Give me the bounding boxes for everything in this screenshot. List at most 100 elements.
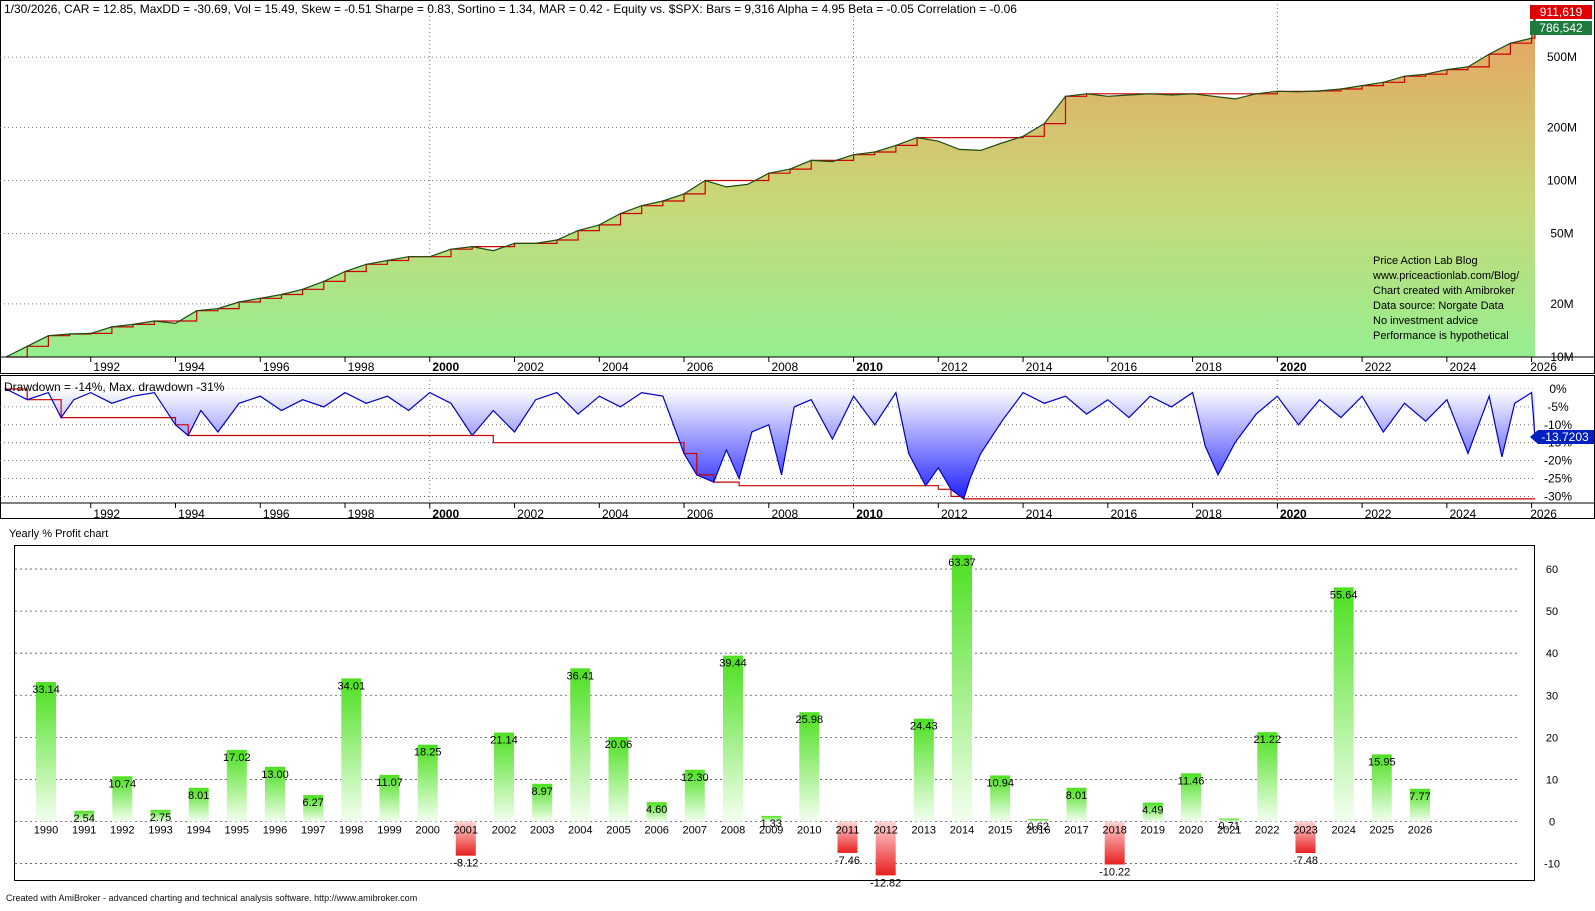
watermark-line: Performance is hypothetical — [1373, 330, 1509, 342]
equity-area — [6, 12, 1535, 357]
yearly-profit-category-label: 2023 — [1293, 825, 1317, 837]
yearly-profit-value-label: 18.25 — [414, 747, 442, 759]
drawdown-x-tick-label: 2026 — [1530, 507, 1557, 521]
yearly-profit-value-label: 20.06 — [605, 739, 633, 751]
yearly-profit-panel: Yearly % Profit chart 199033.1419912.541… — [9, 528, 1560, 890]
watermark-line: Price Action Lab Blog — [1373, 255, 1478, 267]
drawdown-area — [6, 389, 1535, 499]
yearly-profit-y-tick-label: 20 — [1546, 732, 1558, 744]
yearly-profit-y-tick-label: 10 — [1546, 774, 1558, 786]
yearly-profit-value-label: 55.64 — [1330, 589, 1358, 601]
yearly-profit-value-label: 8.01 — [188, 790, 209, 802]
drawdown-x-tick-label: 2008 — [771, 507, 798, 521]
yearly-profit-category-label: 1996 — [263, 825, 287, 837]
yearly-profit-category-label: 2008 — [721, 825, 745, 837]
yearly-profit-bar — [1181, 773, 1201, 822]
price-label-second-text: 786,542 — [1539, 21, 1583, 35]
yearly-profit-bar — [1333, 587, 1354, 822]
drawdown-x-tick-label: 1992 — [93, 507, 120, 521]
yearly-profit-category-label: 2017 — [1064, 825, 1088, 837]
watermark-line: No investment advice — [1373, 315, 1478, 327]
yearly-profit-value-label: 4.49 — [1142, 805, 1163, 817]
yearly-profit-bar — [723, 655, 743, 822]
equity-x-tick-label: 1998 — [348, 360, 375, 374]
yearly-profit-value-label: 63.37 — [948, 557, 976, 569]
yearly-profit-value-label: 2.75 — [150, 812, 171, 824]
equity-x-tick-label: 2026 — [1530, 360, 1557, 374]
yearly-profit-y-tick-label: -10 — [1544, 859, 1560, 871]
price-label-top: 911,619 — [1530, 5, 1592, 19]
yearly-profit-bar — [684, 769, 705, 822]
drawdown-y-tick-label: -20% — [1544, 454, 1572, 468]
yearly-profit-value-label: 33.14 — [32, 684, 60, 696]
yearly-profit-category-label: 2009 — [759, 825, 783, 837]
yearly-profit-y-axis: 60 50 40 30 20 10 0 -10 — [1544, 564, 1560, 871]
yearly-profit-bar — [303, 795, 324, 822]
drawdown-x-tick-label: 2004 — [602, 507, 629, 521]
equity-panel: 1/30/2026, CAR = 12.85, MaxDD = -30.69, … — [0, 0, 1595, 374]
drawdown-x-tick-label: 2010 — [856, 507, 883, 521]
yearly-profit-category-label: 2003 — [530, 825, 554, 837]
yearly-profit-category-label: 1991 — [72, 825, 96, 837]
equity-x-tick-label: 2014 — [1026, 360, 1053, 374]
yearly-profit-value-label: 15.95 — [1368, 756, 1396, 768]
yearly-profit-bar — [1142, 802, 1163, 822]
yearly-profit-value-label: 36.41 — [567, 670, 595, 682]
yearly-profit-y-tick-label: 0 — [1549, 817, 1555, 829]
drawdown-y-tick-label: -5% — [1547, 400, 1569, 414]
yearly-profit-category-label: 2016 — [1026, 825, 1050, 837]
drawdown-x-tick-label: 2018 — [1195, 507, 1222, 521]
yearly-profit-bar — [455, 821, 476, 856]
watermark-line: Data source: Norgate Data — [1373, 300, 1505, 312]
yearly-profit-category-label: 2013 — [912, 825, 936, 837]
equity-plot — [5, 12, 1536, 358]
yearly-profit-value-label: 13.00 — [261, 769, 289, 781]
yearly-profit-category-label: 2014 — [950, 825, 974, 837]
drawdown-x-tick-label: 1994 — [178, 507, 205, 521]
drawdown-x-tick-label: 2002 — [517, 507, 544, 521]
equity-x-tick-label: 2020 — [1280, 360, 1307, 374]
equity-x-tick-label: 2004 — [602, 360, 629, 374]
drawdown-current-label-text: -13.7203 — [1541, 430, 1589, 444]
yearly-profit-category-label: 1993 — [148, 825, 172, 837]
yearly-profit-bar — [74, 810, 95, 822]
yearly-profit-value-label: -7.46 — [835, 855, 860, 867]
yearly-profit-category-label: 2012 — [873, 825, 897, 837]
yearly-profit-category-label: 2020 — [1179, 825, 1203, 837]
yearly-profit-value-label: 8.97 — [531, 786, 552, 798]
drawdown-x-tick-label: 2022 — [1365, 507, 1392, 521]
equity-line — [5, 12, 1536, 358]
yearly-profit-bar — [1295, 821, 1316, 853]
equity-x-tick-label: 2018 — [1195, 360, 1222, 374]
yearly-profit-category-label: 1998 — [339, 825, 363, 837]
drawdown-x-tick-label: 2014 — [1026, 507, 1053, 521]
footer-credit: Created with AmiBroker - advanced charti… — [6, 893, 418, 903]
yearly-profit-bar — [417, 744, 438, 822]
yearly-profit-value-label: 10.74 — [109, 778, 137, 790]
yearly-profit-value-label: 7.77 — [1409, 791, 1430, 803]
drawdown-x-tick-label: 2012 — [941, 507, 968, 521]
yearly-profit-bar — [1028, 818, 1049, 822]
equity-x-tick-label: 1996 — [263, 360, 290, 374]
yearly-profit-bar — [1410, 788, 1430, 822]
equity-x-tick-label: 2012 — [941, 360, 968, 374]
yearly-profit-value-label: 17.02 — [223, 752, 251, 764]
drawdown-plot — [5, 388, 1536, 500]
watermark-line: www.priceactionlab.com/Blog/ — [1372, 270, 1520, 282]
yearly-profit-value-label: -12.82 — [870, 878, 901, 890]
yearly-profit-bar — [570, 668, 591, 822]
yearly-profit-bar — [1257, 732, 1278, 822]
equity-y-tick-label: 500M — [1547, 50, 1577, 64]
drawdown-current-label: -13.7203 — [1530, 430, 1594, 444]
equity-x-tick-label: 2024 — [1450, 360, 1477, 374]
equity-x-tick-label: 2006 — [687, 360, 714, 374]
drawdown-line — [5, 388, 1536, 500]
equity-x-tick-label: 2022 — [1365, 360, 1392, 374]
yearly-profit-bar — [646, 802, 667, 822]
yearly-profit-category-label: 2006 — [644, 825, 668, 837]
yearly-profit-value-label: -7.48 — [1293, 855, 1318, 867]
yearly-profit-value-label: 12.30 — [681, 772, 709, 784]
equity-x-tick-label: 2008 — [771, 360, 798, 374]
yearly-profit-bar — [341, 678, 362, 822]
